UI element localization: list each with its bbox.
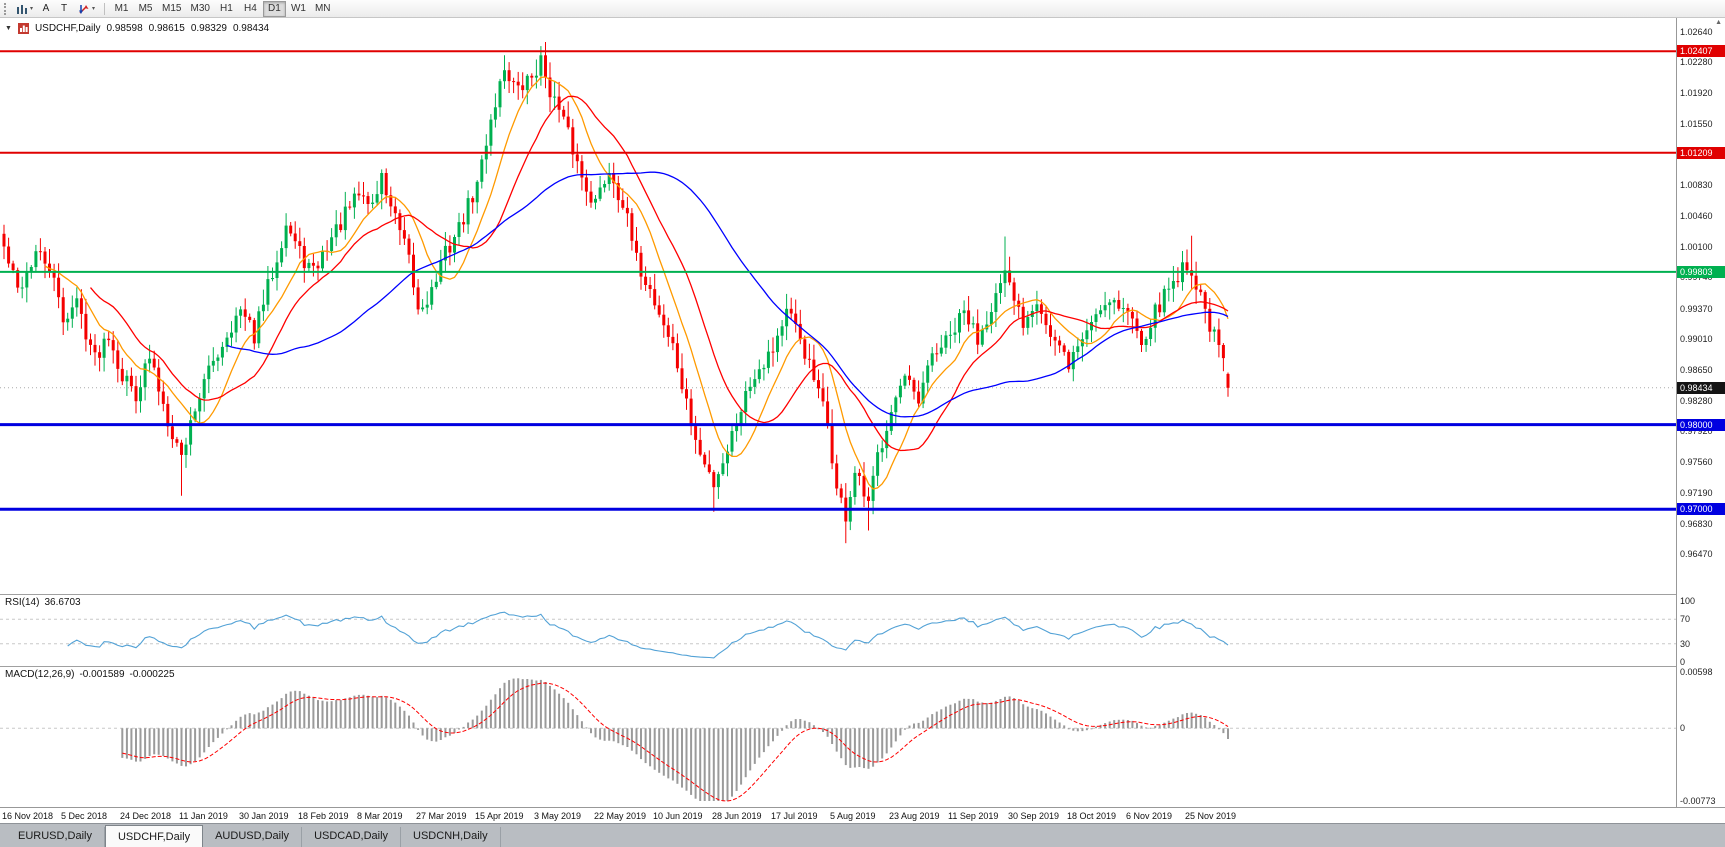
macd-signal-value: -0.000225 xyxy=(129,669,175,680)
rsi-label: RSI(14) 36.6703 xyxy=(5,597,81,608)
cursor-tool-icon[interactable]: A xyxy=(37,1,55,17)
date-tick: 3 May 2019 xyxy=(534,811,582,821)
toolbar: ▾ A T ▾ M1 M5 M15 M30 H1 H4 D1 W1 MN xyxy=(0,0,1725,18)
date-tick: 18 Feb 2019 xyxy=(298,811,349,821)
axis-tick: 1.00100 xyxy=(1680,242,1713,252)
level-price-badge: 0.97000 xyxy=(1677,503,1725,515)
timeframe-m1-button[interactable]: M1 xyxy=(110,1,133,17)
axis-tick: -0.00773 xyxy=(1680,796,1716,806)
date-tick: 17 Jul 2019 xyxy=(771,811,818,821)
date-tick: 23 Aug 2019 xyxy=(889,811,940,821)
tab-audusd[interactable]: AUDUSD,Daily xyxy=(203,827,303,847)
tab-eurusd[interactable]: EURUSD,Daily xyxy=(6,827,105,847)
level-price-badge: 0.99803 xyxy=(1677,266,1725,278)
date-tick: 16 Nov 2018 xyxy=(2,811,54,821)
level-price-badge: 1.02407 xyxy=(1677,45,1725,57)
date-tick: 24 Dec 2018 xyxy=(120,811,172,821)
price-axis[interactable]: ▲ 1.026401.022801.019201.015501.011901.0… xyxy=(1676,18,1725,807)
macd-label: MACD(12,26,9) -0.001589 -0.000225 xyxy=(5,669,175,680)
price-chart-canvas[interactable] xyxy=(0,18,1676,594)
chart-tabs: EURUSD,Daily USDCHF,Daily AUDUSD,Daily USDC… xyxy=(0,823,1725,847)
window-menu-icon[interactable]: ▼ xyxy=(5,25,12,32)
chevron-down-icon: ▾ xyxy=(92,6,96,12)
axis-tick: 0.99370 xyxy=(1680,304,1713,314)
axis-tick: 0.97560 xyxy=(1680,457,1713,467)
date-tick: 6 Nov 2019 xyxy=(1126,811,1173,821)
scroll-up-icon[interactable]: ▲ xyxy=(1715,19,1722,26)
axis-tick: 0.97190 xyxy=(1680,488,1713,498)
macd-panel-canvas[interactable] xyxy=(0,666,1676,807)
axis-tick: 0 xyxy=(1680,657,1686,667)
tab-usdcad[interactable]: USDCAD,Daily xyxy=(302,827,402,847)
axis-tick: 1.00460 xyxy=(1680,211,1713,221)
date-tick: 30 Jan 2019 xyxy=(239,811,289,821)
current-price-badge: 0.98434 xyxy=(1677,382,1725,394)
date-tick: 11 Sep 2019 xyxy=(948,811,999,821)
date-tick: 15 Apr 2019 xyxy=(475,811,524,821)
rsi-panel-canvas[interactable] xyxy=(0,594,1676,666)
ohlc-close: 0.98434 xyxy=(232,23,270,34)
timeframe-m5-button[interactable]: M5 xyxy=(134,1,157,17)
timeframe-h4-button[interactable]: H4 xyxy=(239,1,262,17)
axis-tick: 0 xyxy=(1680,723,1686,733)
tab-usdchf[interactable]: USDCHF,Daily xyxy=(104,825,204,847)
date-tick: 8 Mar 2019 xyxy=(357,811,403,821)
axis-tick: 0.99010 xyxy=(1680,334,1713,344)
date-tick: 10 Jun 2019 xyxy=(653,811,703,821)
tab-usdcnh[interactable]: USDCNH,Daily xyxy=(401,827,501,847)
axis-tick: 0.97920 xyxy=(1680,426,1713,436)
axis-tick: 30 xyxy=(1680,639,1691,649)
date-tick: 27 Mar 2019 xyxy=(416,811,467,821)
axis-tick: 0.96470 xyxy=(1680,549,1713,559)
toolbar-separator xyxy=(104,2,106,15)
rsi-value: 36.6703 xyxy=(44,597,81,608)
axis-tick: 1.02640 xyxy=(1680,27,1713,37)
tool-buttons: ▾ A T ▾ xyxy=(12,1,99,17)
axis-tick: 0.98280 xyxy=(1680,396,1713,406)
text-tool-icon[interactable]: T xyxy=(55,1,73,17)
date-tick: 30 Sep 2019 xyxy=(1008,811,1060,821)
time-axis[interactable]: 16 Nov 2018 5 Dec 2018 24 Dec 2018 11 Jan 2… xyxy=(0,807,1725,823)
ohlc-low: 0.98329 xyxy=(190,23,227,34)
date-tick: 22 May 2019 xyxy=(594,811,647,821)
timeframe-h1-button[interactable]: H1 xyxy=(215,1,238,17)
axis-tick: 70 xyxy=(1680,614,1691,624)
axis-tick: 100 xyxy=(1680,596,1696,606)
timeframe-m15-button[interactable]: M15 xyxy=(158,1,185,17)
macd-main-value: -0.001589 xyxy=(79,669,125,680)
date-tick: 5 Dec 2018 xyxy=(61,811,108,821)
axis-tick: 0.96830 xyxy=(1680,519,1713,529)
level-price-badge: 1.01209 xyxy=(1677,147,1725,159)
ohlc-open: 0.98598 xyxy=(106,23,143,34)
axis-tick: 1.00830 xyxy=(1680,180,1713,190)
date-tick: 5 Aug 2019 xyxy=(830,811,876,821)
axis-tick: 1.01920 xyxy=(1680,88,1713,98)
chart-type-icon[interactable]: ▾ xyxy=(12,1,37,17)
chevron-down-icon: ▾ xyxy=(30,6,34,12)
ohlc-high: 0.98615 xyxy=(148,23,185,34)
timeframe-buttons: M1 M5 M15 M30 H1 H4 D1 W1 MN xyxy=(110,0,335,17)
timeframe-mn-button[interactable]: MN xyxy=(311,1,335,17)
timeframe-w1-button[interactable]: W1 xyxy=(287,1,310,17)
chart-title: ▼ USDCHF,Daily 0.98598 0.98615 0.98329 0… xyxy=(5,23,269,34)
axis-tick: 1.02280 xyxy=(1680,57,1713,67)
axis-tick: 0.00598 xyxy=(1680,667,1713,677)
date-tick: 25 Nov 2019 xyxy=(1185,811,1237,821)
macd-name: MACD(12,26,9) xyxy=(5,669,75,680)
date-tick: 28 Jun 2019 xyxy=(712,811,762,821)
axis-tick: 0.98650 xyxy=(1680,365,1713,375)
chart-window-icon xyxy=(17,23,29,34)
timeframe-d1-button[interactable]: D1 xyxy=(262,0,286,17)
date-tick: 11 Jan 2019 xyxy=(179,811,228,821)
chart-window: ▼ USDCHF,Daily 0.98598 0.98615 0.98329 0… xyxy=(0,18,1725,807)
rsi-name: RSI(14) xyxy=(5,597,40,608)
draw-arrows-icon[interactable]: ▾ xyxy=(73,1,99,17)
chart-symbol: USDCHF,Daily xyxy=(34,23,101,34)
timeframe-m30-button[interactable]: M30 xyxy=(186,1,213,17)
level-price-badge: 0.98000 xyxy=(1677,419,1725,431)
axis-tick: 1.01550 xyxy=(1680,119,1713,129)
toolbar-grip[interactable] xyxy=(4,2,8,15)
date-tick: 18 Oct 2019 xyxy=(1067,811,1117,821)
